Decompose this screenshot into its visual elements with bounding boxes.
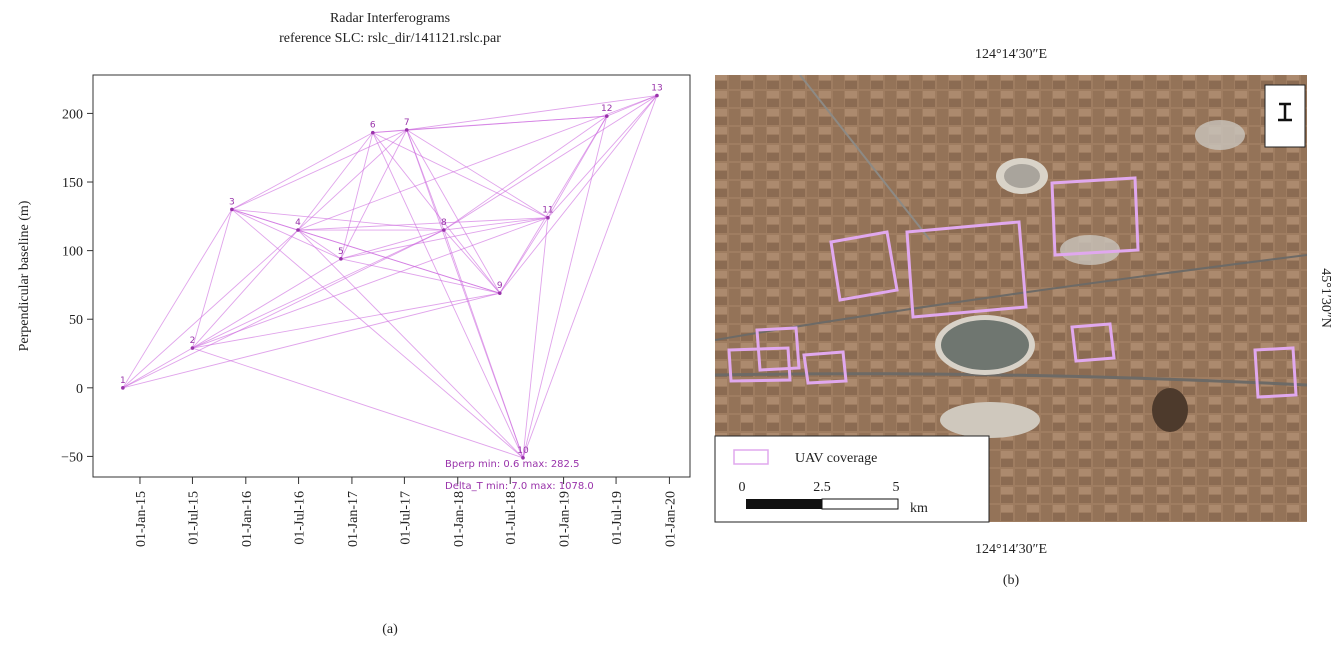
scale-label: 5 <box>893 480 900 495</box>
x-tick-label: 01-Jan-20 <box>663 491 678 547</box>
x-tick-label: 01-Jul-15 <box>186 491 201 545</box>
baseline-pair <box>548 116 607 218</box>
acquisition <box>546 216 550 220</box>
map-bottom-label: 124°14′30″E <box>975 542 1047 557</box>
baseline-pair <box>192 209 231 348</box>
y-tick-label: 100 <box>62 245 83 260</box>
y-tick-label: 150 <box>62 176 83 191</box>
panel-label: (b) <box>1003 573 1020 588</box>
scale-bar <box>746 499 822 509</box>
point-label: 6 <box>370 121 376 131</box>
chart-subtitle: reference SLC: rslc_dir/141121.rslc.par <box>279 31 501 46</box>
x-tick-label: 01-Jul-19 <box>610 491 625 545</box>
point-label: 13 <box>651 84 662 94</box>
scale-unit: km <box>910 501 928 516</box>
baseline-pair <box>523 96 657 458</box>
y-tick-label: 200 <box>62 107 83 122</box>
plot-frame <box>93 75 690 477</box>
baseline-pair <box>298 230 523 458</box>
scale-bar <box>822 499 898 509</box>
acquisition <box>339 257 343 261</box>
map-right-label: 45°1′30″N <box>1318 268 1333 328</box>
y-tick-label: 0 <box>76 382 83 397</box>
acquisition <box>442 228 446 232</box>
baseline-pair <box>123 348 193 388</box>
y-tick-label: −50 <box>61 450 83 465</box>
panel-label: (a) <box>382 622 398 637</box>
baseline-pair <box>123 293 500 388</box>
acquisition <box>605 114 609 118</box>
x-tick-label: 01-Jul-17 <box>398 491 413 545</box>
point-label: 8 <box>441 218 447 228</box>
baseline-pair <box>192 348 523 458</box>
x-tick-label: 01-Jan-17 <box>346 491 361 547</box>
acquisition <box>655 94 659 98</box>
acquisition <box>121 386 125 390</box>
point-label: 5 <box>338 247 344 257</box>
chart-title: Radar Interferograms <box>330 11 450 26</box>
baseline-pair <box>523 116 607 458</box>
baseline-pair <box>232 209 341 258</box>
point-label: 2 <box>190 336 196 346</box>
baseline-pair <box>341 133 373 259</box>
baseline-pair <box>444 230 500 293</box>
baseline-pair <box>407 130 548 218</box>
acquisition <box>498 291 502 295</box>
baseline-pair <box>444 116 607 230</box>
baseline-pair <box>192 218 547 348</box>
baseline-pair <box>298 133 373 230</box>
point-label: 9 <box>497 281 503 291</box>
figure: Radar Interferograms reference SLC: rslc… <box>0 0 1335 641</box>
baseline-pair <box>298 230 341 259</box>
map-top-label: 124°14′30″E <box>975 47 1047 62</box>
point-label: 11 <box>542 206 553 216</box>
annotation: Bperp min: 0.6 max: 282.5 <box>445 459 579 470</box>
acquisition <box>296 228 300 232</box>
baseline-pair <box>523 218 548 458</box>
baseline-pair <box>123 230 298 388</box>
acquisition <box>230 208 234 212</box>
x-tick-label: 01-Jul-16 <box>293 491 308 545</box>
y-tick-label: 50 <box>69 313 83 328</box>
baseline-pair <box>407 96 657 130</box>
baseline-pair <box>341 130 407 259</box>
annotation: Delta_T min: 7.0 max: 1078.0 <box>445 481 594 492</box>
baseline-pair <box>192 230 443 348</box>
x-tick-label: 01-Jan-19 <box>558 491 573 547</box>
y-axis-label: Perpendicular baseline (m) <box>17 200 32 351</box>
baseline-pair <box>407 116 607 130</box>
point-label: 7 <box>404 118 410 128</box>
acquisition <box>405 128 409 132</box>
baseline-pair <box>232 133 373 210</box>
scale-label: 2.5 <box>813 480 831 495</box>
point-label: 3 <box>229 197 235 207</box>
baseline-pair <box>373 133 523 458</box>
x-tick-label: 01-Jul-18 <box>504 491 519 545</box>
baseline-pair <box>500 116 607 293</box>
acquisition <box>371 131 375 135</box>
x-tick-label: 01-Jan-15 <box>134 491 149 547</box>
x-tick-label: 01-Jan-18 <box>452 491 467 547</box>
point-label: 12 <box>601 104 612 114</box>
point-label: 4 <box>295 218 301 228</box>
scale-label: 0 <box>739 480 746 495</box>
acquisition <box>191 346 195 350</box>
x-tick-label: 01-Jan-16 <box>240 491 255 547</box>
point-label: 1 <box>120 376 126 386</box>
point-label: 10 <box>517 446 529 456</box>
legend-label: UAV coverage <box>795 451 877 466</box>
